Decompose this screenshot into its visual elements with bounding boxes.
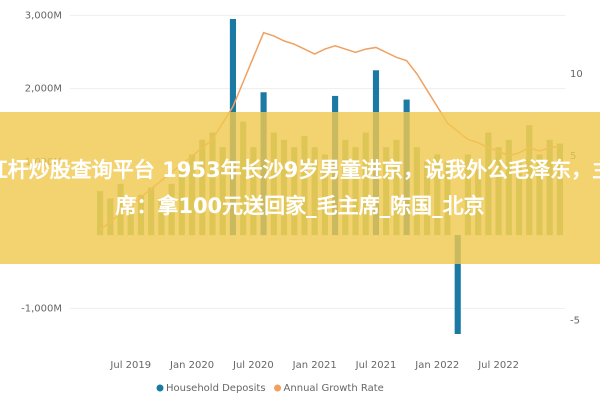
x-tick-label: Jan 2020	[169, 360, 214, 371]
y2-tick-label: -5	[570, 315, 580, 326]
y-tick-label: -1,000M	[21, 303, 62, 314]
x-tick-label: Jul 2020	[232, 360, 274, 371]
y-tick-label: 3,000M	[25, 10, 62, 21]
legend-label: Household Deposits	[166, 383, 266, 394]
legend-marker	[156, 384, 164, 392]
y-tick-label: 2,000M	[25, 84, 62, 95]
bar	[454, 235, 461, 335]
legend-marker	[274, 384, 282, 392]
banner: 杠杆炒股查询平台 1953年长沙9岁男童进京，说我外公毛泽东，主席：拿100元送…	[0, 112, 600, 264]
y2-tick-label: 10	[570, 69, 583, 80]
banner-text: 杠杆炒股查询平台 1953年长沙9岁男童进京，说我外公毛泽东，主席：拿100元送…	[0, 158, 600, 218]
x-tick-label: Jan 2022	[414, 360, 459, 371]
x-tick-label: Jul 2022	[477, 360, 519, 371]
x-tick-label: Jul 2019	[109, 360, 151, 371]
x-tick-label: Jul 2021	[355, 360, 397, 371]
legend-label: Annual Growth Rate	[284, 383, 384, 394]
x-tick-label: Jan 2021	[292, 360, 337, 371]
